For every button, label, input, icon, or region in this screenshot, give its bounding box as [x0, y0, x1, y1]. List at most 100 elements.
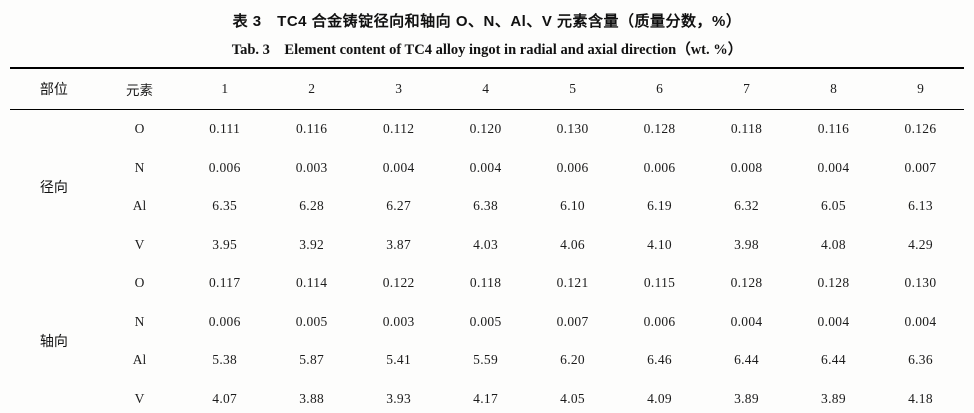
- value-cell: 4.07: [212, 390, 238, 406]
- value-cell: 5.59: [473, 352, 498, 368]
- value-cell: 3.92: [299, 236, 325, 252]
- value-cell: 0.116: [817, 121, 850, 137]
- value-cell: 5.38: [212, 352, 238, 368]
- value-cell: 0.120: [469, 121, 502, 137]
- part-label: 径向: [39, 179, 68, 195]
- table-row: Al 5.38 5.87 5.41 5.59 6.20 6.46 6.44 6.44 6.36: [10, 341, 964, 380]
- element-label: V: [134, 390, 145, 406]
- value-cell: 0.006: [208, 159, 241, 175]
- value-cell: 0.128: [730, 275, 763, 291]
- table-row: 轴向 O 0.117 0.114 0.122 0.118 0.121 0.115 0.128 0.…: [10, 264, 964, 349]
- value-cell: 0.112: [382, 121, 415, 137]
- value-cell: 6.46: [647, 352, 672, 368]
- value-cell: 6.19: [647, 198, 672, 214]
- value-cell: 6.32: [734, 198, 759, 214]
- value-cell: 0.111: [209, 121, 241, 137]
- value-cell: 6.20: [560, 352, 585, 368]
- value-cell: 0.006: [643, 313, 676, 329]
- column-header: 2: [268, 68, 356, 110]
- element-label: N: [134, 313, 145, 329]
- column-header: 部位: [10, 68, 98, 110]
- value-cell: 0.004: [817, 313, 850, 329]
- value-cell: 0.006: [556, 159, 589, 175]
- column-header: 4: [442, 68, 530, 110]
- value-cell: 0.004: [730, 313, 763, 329]
- value-cell: 4.18: [908, 390, 933, 406]
- table-header-row: 部位 元素 1 2 3 4 5 6 7 8 9: [10, 68, 964, 110]
- value-cell: 6.28: [299, 198, 325, 214]
- element-label: O: [134, 121, 145, 137]
- value-cell: 0.006: [208, 313, 241, 329]
- value-cell: 6.38: [473, 198, 498, 214]
- column-header: 9: [876, 68, 964, 110]
- value-cell: 0.118: [469, 275, 502, 291]
- part-label: 轴向: [39, 333, 68, 349]
- value-cell: 6.44: [821, 352, 846, 368]
- value-cell: 0.004: [904, 313, 937, 329]
- value-cell: 0.004: [469, 159, 502, 175]
- value-cell: 0.117: [209, 275, 241, 291]
- value-cell: 0.130: [904, 275, 937, 291]
- value-cell: 6.44: [734, 352, 759, 368]
- element-label: N: [134, 159, 145, 175]
- value-cell: 4.06: [560, 236, 585, 252]
- value-cell: 5.41: [386, 352, 412, 368]
- value-cell: 0.004: [817, 159, 850, 175]
- table-row: V 4.07 3.88 3.93 4.17 4.05 4.09 3.89 3.89 4.18: [10, 380, 964, 413]
- value-cell: 0.121: [556, 275, 589, 291]
- value-cell: 3.88: [299, 390, 325, 406]
- value-cell: 6.35: [212, 198, 238, 214]
- value-cell: 0.126: [904, 121, 937, 137]
- value-cell: 4.10: [647, 236, 672, 252]
- column-header: 元素: [97, 68, 182, 110]
- value-cell: 6.36: [908, 352, 933, 368]
- element-label: V: [134, 236, 145, 252]
- value-cell: 3.95: [212, 236, 238, 252]
- value-cell: 0.007: [556, 313, 589, 329]
- value-cell: 0.114: [295, 275, 328, 291]
- table-row: V 3.95 3.92 3.87 4.03 4.06 4.10 3.98 4.08 4.29: [10, 226, 964, 265]
- column-header: 7: [703, 68, 790, 110]
- table-caption-zh: 表 3 TC4 合金铸锭径向和轴向 O、N、Al、V 元素含量（质量分数，%）: [232, 13, 742, 30]
- value-cell: 3.98: [734, 236, 759, 252]
- value-cell: 4.17: [473, 390, 498, 406]
- column-header: 1: [181, 68, 269, 110]
- value-cell: 3.89: [821, 390, 846, 406]
- value-cell: 0.115: [643, 275, 676, 291]
- element-label: Al: [132, 352, 147, 368]
- value-cell: 0.003: [295, 159, 328, 175]
- value-cell: 6.05: [821, 198, 846, 214]
- column-header: 5: [529, 68, 617, 110]
- value-cell: 0.118: [730, 121, 763, 137]
- value-cell: 6.27: [386, 198, 412, 214]
- value-cell: 6.10: [560, 198, 585, 214]
- column-header: 6: [616, 68, 704, 110]
- table-caption-en: Tab. 3 Element content of TC4 alloy ingo…: [231, 42, 743, 58]
- value-cell: 0.128: [643, 121, 676, 137]
- value-cell: 3.89: [734, 390, 759, 406]
- value-cell: 0.003: [382, 313, 415, 329]
- value-cell: 0.005: [469, 313, 502, 329]
- table-row: N 0.006 0.005 0.003 0.005 0.007 0.006 0.004 0.00…: [10, 303, 964, 342]
- value-cell: 4.29: [908, 236, 933, 252]
- element-label: O: [134, 275, 145, 291]
- value-cell: 0.006: [643, 159, 676, 175]
- value-cell: 3.87: [386, 236, 412, 252]
- element-label: Al: [132, 198, 147, 214]
- value-cell: 0.130: [556, 121, 589, 137]
- column-header: 8: [789, 68, 877, 110]
- value-cell: 0.122: [382, 275, 415, 291]
- table-row: 径向 O 0.111 0.116 0.112 0.120 0.130 0.128 0.118 0.…: [10, 110, 964, 195]
- value-cell: 0.005: [295, 313, 328, 329]
- value-cell: 0.004: [382, 159, 415, 175]
- table-row: N 0.006 0.003 0.004 0.004 0.006 0.006 0.008 0.00…: [10, 149, 964, 188]
- value-cell: 0.007: [904, 159, 937, 175]
- value-cell: 3.93: [386, 390, 412, 406]
- value-cell: 4.05: [560, 390, 585, 406]
- value-cell: 4.03: [473, 236, 498, 252]
- value-cell: 0.116: [295, 121, 328, 137]
- element-content-table: 部位 元素 1 2 3 4 5 6 7 8 9 径向 O 0.111 0.116 0.112 0.120 0.1…: [10, 67, 964, 413]
- value-cell: 0.128: [817, 275, 850, 291]
- value-cell: 4.08: [821, 236, 846, 252]
